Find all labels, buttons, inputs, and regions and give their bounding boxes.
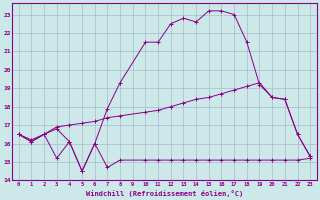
X-axis label: Windchill (Refroidissement éolien,°C): Windchill (Refroidissement éolien,°C)	[86, 190, 243, 197]
